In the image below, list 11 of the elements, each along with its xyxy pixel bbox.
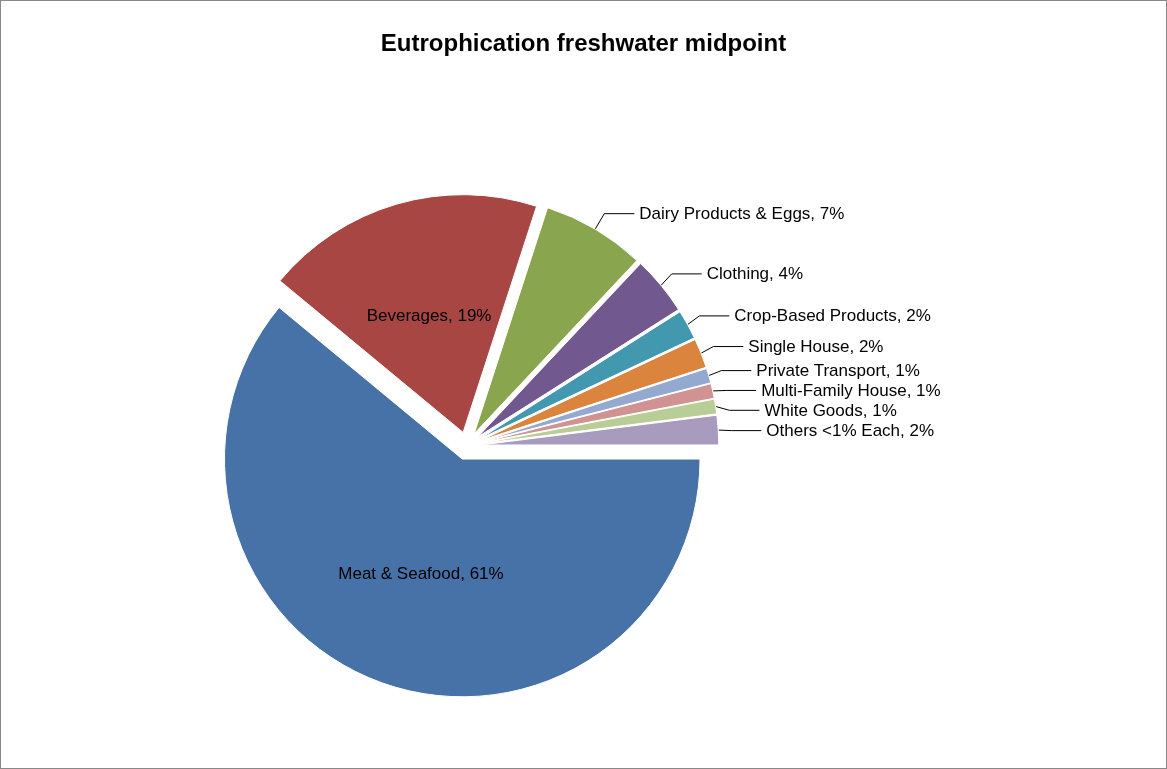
slice-label: Multi-Family House, 1%	[761, 380, 941, 400]
slice-label: Beverages, 19%	[366, 305, 492, 325]
slice-label: White Goods, 1%	[764, 400, 897, 420]
chart-title: Eutrophication freshwater midpoint	[380, 28, 787, 56]
slice-label: Meat & Seafood, 61%	[338, 564, 504, 584]
slice-label: Private Transport, 1%	[756, 361, 920, 381]
slice-label: Crop-Based Products, 2%	[734, 306, 931, 326]
slice-label: Single House, 2%	[748, 337, 884, 357]
slice-label: Clothing, 4%	[706, 264, 804, 284]
slice-label: Dairy Products & Eggs, 7%	[639, 204, 845, 224]
slice-label: Others <1% Each, 2%	[766, 421, 935, 441]
